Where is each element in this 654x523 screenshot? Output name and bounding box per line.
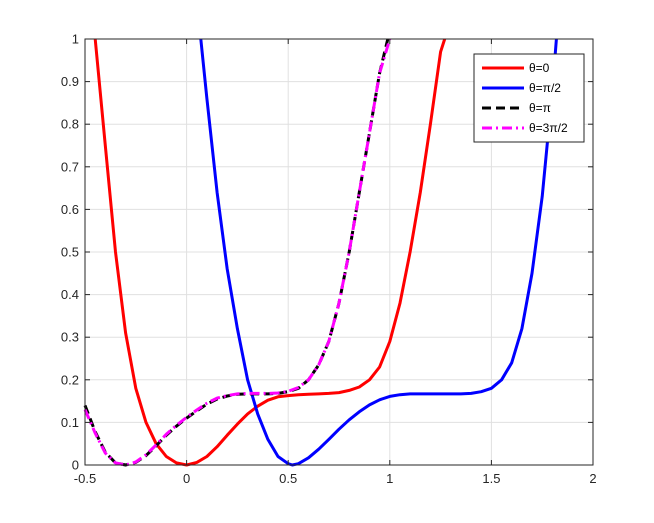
y-tick-label: 1 [72,32,79,47]
y-tick-label: 0 [72,458,79,473]
legend-label: θ=3π/2 [529,121,568,135]
axis-ticks: -0.5 0 0.5 1 1.5 200.10.20.30.40.50.60.70.80.… [61,32,597,487]
y-tick-label: 0.7 [61,159,79,174]
y-tick-label: 0.3 [61,330,79,345]
series-line-3 [83,38,392,467]
x-tick-label: 0 [183,471,190,486]
y-tick-label: 0.5 [61,245,79,260]
y-tick-label: 0.9 [61,74,79,89]
x-tick-label: -0.5 [74,471,96,486]
x-tick-label: 1 [386,471,393,486]
series-line-0 [93,38,447,467]
y-tick-label: 0.8 [61,117,79,132]
legend: θ=0 θ=π/2 θ=π θ=3π/2 [473,53,585,143]
y-tick-label: 0.4 [61,287,79,302]
legend-label: θ=π [529,101,551,115]
x-tick-label: 0.5 [279,471,297,486]
y-tick-label: 0.2 [61,372,79,387]
x-tick-label: 2 [589,471,596,486]
y-tick-label: 0.1 [61,415,79,430]
grid-lines [84,38,594,466]
x-tick-label: 1.5 [482,471,500,486]
legend-label: θ=0 [529,61,550,75]
series-layer [83,38,558,467]
series-line-1 [199,38,558,467]
legend-label: θ=π/2 [529,81,561,95]
y-tick-label: 0.6 [61,202,79,217]
